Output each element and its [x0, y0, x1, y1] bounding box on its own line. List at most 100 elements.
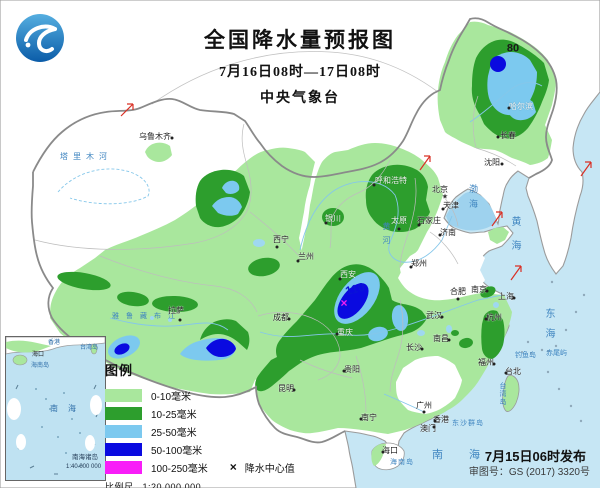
legend-swatch — [105, 460, 142, 474]
inset-islands-label: 南海诸岛 — [72, 454, 98, 461]
city-label: 贵阳 — [344, 365, 360, 374]
city-dot-marker — [440, 315, 444, 319]
city-dot-marker — [292, 388, 296, 392]
release-time: 7月15日06时发布 — [484, 449, 586, 464]
city-label: 杭州 — [486, 313, 502, 322]
center-marker-label: 降水中心值 — [244, 463, 295, 475]
city-dot-marker — [507, 106, 511, 110]
city-dot-marker — [417, 223, 421, 227]
rivers — [57, 82, 543, 413]
precip-10-25-central-band — [255, 264, 427, 392]
city-dot-marker — [433, 419, 437, 423]
legend-items: 0-10毫米 10-25毫米 25-50毫米 50-100毫米 100-250毫米 × 降水… — [105, 386, 295, 476]
city-dot-marker — [512, 296, 516, 300]
city-label: 长沙 — [406, 343, 422, 352]
inset-sea-label: 南海 — [50, 404, 86, 413]
geo-label: 钓鱼岛 — [515, 352, 536, 359]
precip-10-25-jiangxi-small — [451, 330, 459, 336]
city-dot-marker — [500, 162, 504, 166]
qinghai-lake — [253, 239, 265, 247]
geo-label: 南海 — [432, 449, 506, 461]
city-label: 西宁 — [273, 235, 289, 244]
city-label: 澳门 — [420, 424, 436, 433]
center-marker-symbol: × — [229, 460, 237, 474]
bohai-sea — [446, 191, 497, 231]
city-label: 西安 — [340, 270, 356, 279]
city-label: 沈阳 — [484, 158, 500, 167]
geo-label: 黄海 — [509, 216, 520, 264]
city-label: 呼和浩特 — [375, 176, 407, 185]
taiwan-island — [502, 374, 520, 412]
geo-label: 雅鲁藏布江 — [112, 313, 182, 320]
south-china-sea-inset: 香港 台湾岛 海口 海南岛 南海 南海诸岛 1:40 000 000 — [5, 336, 106, 481]
geo-label: 赤尾屿 — [546, 350, 567, 357]
poyang-lake — [446, 325, 452, 333]
city-dot-marker — [504, 371, 508, 375]
precip-0-10-urumqi — [145, 142, 172, 162]
precip-value-label: 80 — [506, 42, 520, 55]
legend-title: 图例 — [105, 363, 134, 378]
city-label: 武汉 — [426, 311, 442, 320]
city-dot-marker — [447, 338, 451, 342]
city-label: 太原 — [391, 216, 407, 225]
city-dot-marker — [438, 233, 442, 237]
logo-dragon-swirl — [24, 24, 57, 53]
city-dot-marker — [324, 221, 328, 225]
geo-label: 台湾岛 — [499, 382, 506, 406]
precip-25-50-band-blob2 — [368, 326, 388, 342]
city-label: 昆明 — [278, 384, 294, 393]
city-label: 南昌 — [433, 334, 449, 343]
wind-barb-icons — [120, 103, 592, 281]
city-label: 合肥 — [450, 287, 466, 296]
precip-10-25-hohhot — [365, 164, 430, 233]
precip-10-25-setibet — [200, 319, 250, 350]
precip-50-100-center110 — [337, 283, 369, 319]
city-label: 南宁 — [361, 413, 377, 422]
city-label: 香港 — [433, 415, 449, 424]
city-dot-marker — [496, 135, 500, 139]
city-dot-marker — [420, 347, 424, 351]
city-label: 拉萨 — [168, 306, 184, 315]
geo-label: 海南岛 — [390, 459, 414, 466]
precip-0-10-west — [50, 147, 336, 395]
city-label: 重庆 — [337, 328, 353, 337]
precip-50-100-kashmir — [114, 343, 130, 355]
no-precip-hole-south — [396, 356, 462, 414]
tai-lake — [493, 302, 499, 308]
precip-50-100-setibet — [206, 338, 236, 357]
inset-island-patches — [7, 395, 102, 451]
legend-row: 0-10毫米 — [105, 386, 295, 404]
city-label: 乌鲁木齐 — [139, 132, 171, 141]
geo-label: 黄河 — [382, 222, 391, 250]
legend-swatch — [105, 406, 142, 420]
precip-25-50-xinjiang1 — [212, 197, 242, 216]
precip-25-50-northeast2 — [507, 97, 536, 121]
approval-number: 审图号：GS (2017) 3320号 — [468, 467, 590, 478]
tibet-lake2 — [168, 318, 172, 322]
inset-map — [6, 337, 105, 480]
legend-row: 50-100毫米 — [105, 440, 295, 458]
legend-swatch — [105, 424, 142, 438]
logo-dot — [25, 42, 31, 48]
map-date-range: 7月16日08时—17日08时 — [219, 65, 381, 80]
city-dot-marker — [456, 297, 460, 301]
city-dot-marker — [372, 183, 376, 187]
precip-10-25-zhejiang — [481, 310, 505, 359]
geo-label: 东沙群岛 — [452, 420, 484, 427]
city-dot-marker — [335, 332, 339, 336]
city-star-marker: ★ — [441, 193, 449, 201]
city-label: 哈尔滨 — [509, 102, 533, 111]
legend-label: 100-250毫米 — [151, 463, 208, 475]
city-dot-marker — [432, 425, 436, 429]
city-dot-marker — [492, 362, 496, 366]
city-label: 长春 — [500, 131, 516, 140]
geo-label: 东海 — [543, 308, 554, 348]
cma-logo — [14, 12, 66, 64]
city-dot-marker — [170, 136, 174, 140]
city-label: 北京 — [432, 185, 448, 194]
map-agency: 中央气象台 — [260, 91, 340, 106]
city-dot-marker — [296, 259, 300, 263]
city-label: 银川 — [325, 214, 341, 223]
city-label: 广州 — [416, 401, 432, 410]
precip-10-25-tibet1 — [57, 271, 111, 291]
